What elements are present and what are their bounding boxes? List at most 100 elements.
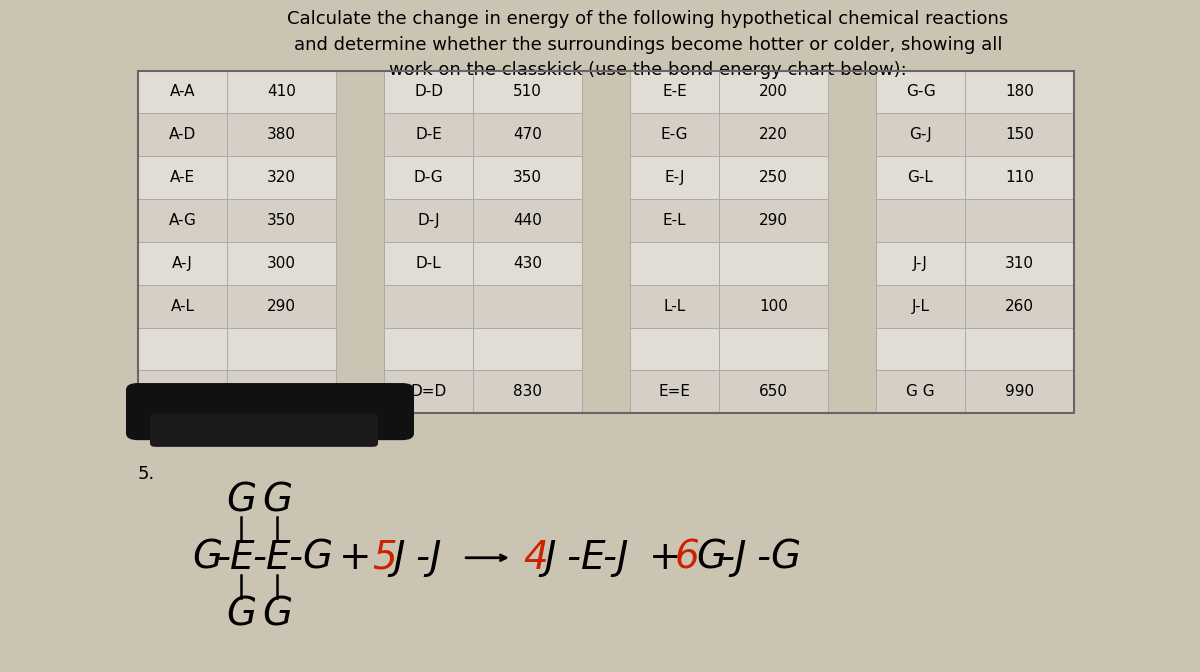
Text: J-L: J-L bbox=[912, 298, 930, 314]
Text: G: G bbox=[262, 596, 293, 634]
Text: D-G: D-G bbox=[414, 170, 443, 185]
Text: G: G bbox=[696, 539, 726, 577]
Bar bbox=[138, 199, 336, 242]
Text: -: - bbox=[720, 539, 734, 577]
Text: 200: 200 bbox=[760, 85, 788, 99]
Bar bbox=[138, 242, 336, 285]
Text: Calculate the change in energy of the following hypothetical chemical reactions: Calculate the change in energy of the fo… bbox=[287, 10, 1009, 28]
Text: 260: 260 bbox=[1006, 298, 1034, 314]
Text: D-E: D-E bbox=[415, 127, 442, 142]
Text: +: + bbox=[649, 539, 682, 577]
FancyBboxPatch shape bbox=[150, 413, 378, 447]
Text: 350: 350 bbox=[268, 213, 296, 228]
Text: 220: 220 bbox=[760, 127, 788, 142]
Bar bbox=[630, 370, 828, 413]
FancyBboxPatch shape bbox=[126, 383, 414, 440]
Text: G-L: G-L bbox=[907, 170, 934, 185]
Bar bbox=[138, 285, 336, 327]
Text: 470: 470 bbox=[514, 127, 542, 142]
Text: 410: 410 bbox=[268, 85, 296, 99]
Text: G: G bbox=[262, 482, 293, 519]
Text: 320: 320 bbox=[268, 170, 296, 185]
Text: -: - bbox=[415, 539, 430, 577]
Text: J: J bbox=[394, 539, 406, 577]
Text: 290: 290 bbox=[268, 298, 296, 314]
Text: A-G: A-G bbox=[169, 213, 197, 228]
Text: 300: 300 bbox=[268, 256, 296, 271]
Text: G: G bbox=[226, 596, 257, 634]
Text: A-E: A-E bbox=[170, 170, 196, 185]
Text: E: E bbox=[230, 539, 256, 577]
Text: A-A: A-A bbox=[170, 85, 196, 99]
Bar bbox=[876, 199, 1074, 242]
Text: +: + bbox=[338, 539, 371, 577]
Text: 150: 150 bbox=[1006, 127, 1034, 142]
Text: 5: 5 bbox=[372, 539, 397, 577]
Text: E-J: E-J bbox=[665, 170, 685, 185]
Text: 5.: 5. bbox=[138, 465, 155, 482]
Text: -: - bbox=[602, 539, 617, 577]
Text: A-D: A-D bbox=[169, 127, 196, 142]
Bar bbox=[138, 114, 336, 157]
Text: 110: 110 bbox=[1006, 170, 1034, 185]
Bar bbox=[630, 114, 828, 157]
Bar bbox=[876, 114, 1074, 157]
Text: J: J bbox=[545, 539, 557, 577]
Text: J: J bbox=[617, 539, 629, 577]
Text: 4: 4 bbox=[523, 539, 548, 577]
Bar bbox=[384, 328, 582, 370]
Text: -: - bbox=[252, 539, 266, 577]
Text: G: G bbox=[770, 539, 800, 577]
Text: A=A: A=A bbox=[166, 384, 199, 399]
Text: D=D: D=D bbox=[410, 384, 446, 399]
Bar bbox=[138, 156, 336, 199]
Text: J: J bbox=[734, 539, 746, 577]
Text: D-D: D-D bbox=[414, 85, 443, 99]
Bar bbox=[876, 242, 1074, 285]
Bar bbox=[876, 285, 1074, 327]
Text: E: E bbox=[581, 539, 606, 577]
Text: 650: 650 bbox=[760, 384, 788, 399]
Text: D-L: D-L bbox=[415, 256, 442, 271]
Text: 250: 250 bbox=[760, 170, 788, 185]
Bar bbox=[876, 328, 1074, 370]
Bar bbox=[630, 328, 828, 370]
Text: E-L: E-L bbox=[662, 213, 686, 228]
Bar bbox=[384, 242, 582, 285]
Bar bbox=[630, 156, 828, 199]
Text: -: - bbox=[288, 539, 302, 577]
Text: 770: 770 bbox=[268, 384, 296, 399]
Text: 440: 440 bbox=[514, 213, 542, 228]
Text: 180: 180 bbox=[1006, 85, 1034, 99]
Text: D-J: D-J bbox=[418, 213, 440, 228]
Bar bbox=[384, 156, 582, 199]
Text: E-E: E-E bbox=[662, 85, 686, 99]
Text: J: J bbox=[430, 539, 442, 577]
Text: G-J: G-J bbox=[910, 127, 932, 142]
Text: J-J: J-J bbox=[913, 256, 928, 271]
Text: and determine whether the surroundings become hotter or colder, showing all: and determine whether the surroundings b… bbox=[294, 36, 1002, 54]
Text: G: G bbox=[192, 539, 222, 577]
Text: E: E bbox=[266, 539, 292, 577]
Text: 990: 990 bbox=[1004, 384, 1034, 399]
Text: 6: 6 bbox=[674, 539, 700, 577]
Bar bbox=[384, 199, 582, 242]
Text: G-G: G-G bbox=[906, 85, 936, 99]
Text: 430: 430 bbox=[514, 256, 542, 271]
Bar bbox=[630, 285, 828, 327]
Text: E-G: E-G bbox=[661, 127, 689, 142]
Bar bbox=[384, 285, 582, 327]
Text: 310: 310 bbox=[1006, 256, 1034, 271]
Bar bbox=[876, 370, 1074, 413]
Bar bbox=[138, 328, 336, 370]
Bar bbox=[384, 370, 582, 413]
Bar bbox=[384, 114, 582, 157]
Text: A-L: A-L bbox=[170, 298, 194, 314]
Text: 350: 350 bbox=[514, 170, 542, 185]
Text: E=E: E=E bbox=[659, 384, 690, 399]
Text: 100: 100 bbox=[760, 298, 788, 314]
Text: -: - bbox=[216, 539, 230, 577]
Bar bbox=[138, 370, 336, 413]
Text: -: - bbox=[566, 539, 581, 577]
Bar bbox=[138, 71, 336, 114]
